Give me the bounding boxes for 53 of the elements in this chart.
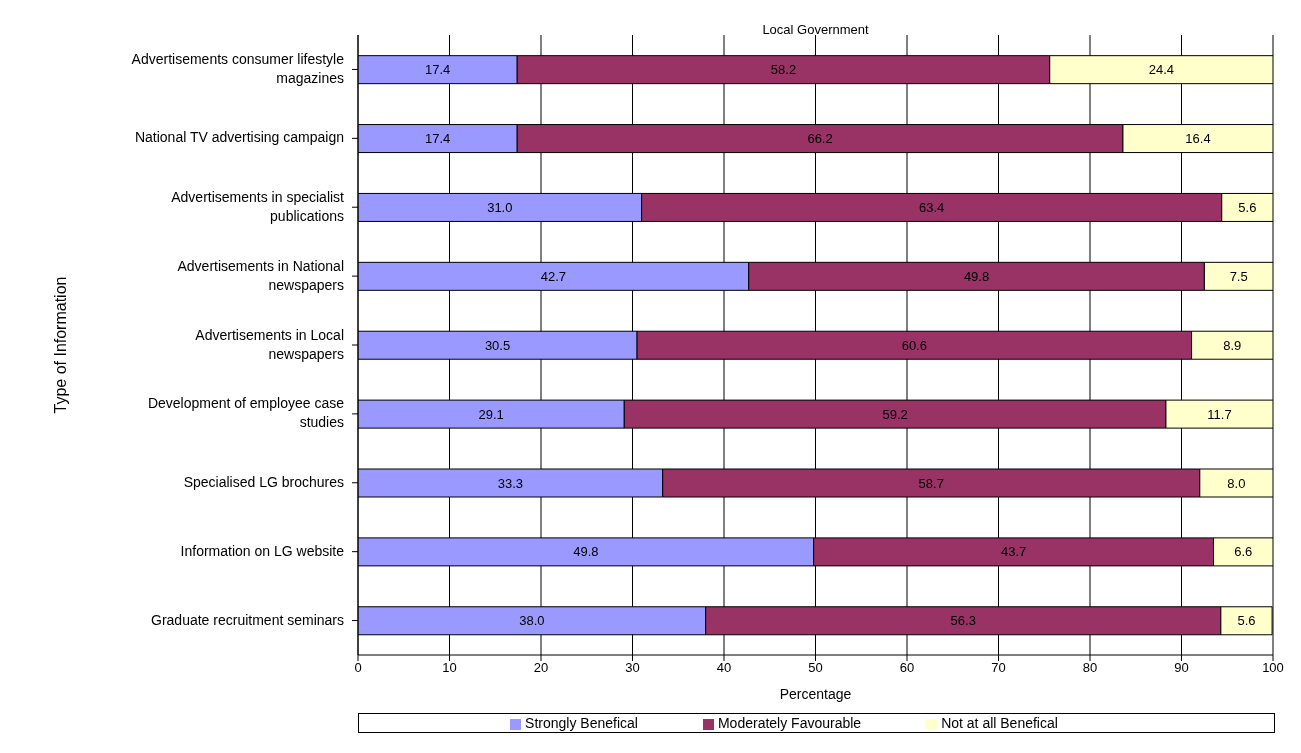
data-label: 33.3 (497, 475, 523, 491)
data-label: 58.2 (770, 62, 797, 78)
data-label: 49.8 (573, 544, 599, 560)
data-label: 29.1 (478, 406, 504, 422)
data-label: 24.4 (1148, 62, 1175, 78)
x-tick-label: 0 (354, 660, 362, 676)
data-label: 8.9 (1223, 337, 1242, 353)
data-label: 16.4 (1185, 131, 1211, 147)
data-label: 42.7 (540, 268, 567, 284)
y-tick-label: Advertisements consumer lifestyle magazines (131, 50, 345, 86)
x-tick-label: 40 (716, 660, 732, 676)
y-tick-label: Advertisements in specialist publications (171, 188, 345, 224)
x-tick-label: 80 (1082, 660, 1098, 676)
data-label: 5.6 (1238, 199, 1257, 215)
data-label: 30.5 (484, 337, 511, 353)
x-tick-label: 90 (1174, 660, 1189, 676)
data-label: 11.7 (1207, 406, 1232, 422)
data-label: 6.6 (1234, 544, 1253, 560)
x-tick-label: 70 (991, 660, 1006, 676)
legend-label: Moderately Favourable (717, 715, 862, 731)
data-label: 17.4 (424, 131, 451, 147)
x-tick-label: 20 (533, 660, 549, 676)
data-label: 59.2 (882, 406, 908, 422)
x-tick-label: 100 (1262, 660, 1284, 676)
y-tick-label: Graduate recruitment seminars (151, 611, 344, 628)
y-tick-label: Advertisements in Local newspapers (195, 326, 344, 362)
data-label: 5.6 (1237, 613, 1256, 629)
x-tick-label: 50 (808, 660, 823, 676)
data-label: 49.8 (963, 268, 990, 284)
data-label: 38.0 (519, 613, 545, 629)
x-axis-title: Percentage (779, 686, 852, 702)
legend-label: Strongly Benefical (525, 715, 638, 731)
data-label: 66.2 (807, 131, 833, 147)
data-label: 43.7 (1000, 544, 1027, 560)
y-tick-label: National TV advertising campaign (134, 129, 344, 146)
data-label: 56.3 (950, 613, 976, 629)
data-label: 58.7 (918, 475, 944, 491)
data-label: 60.6 (901, 337, 927, 353)
data-label: 8.0 (1227, 475, 1246, 491)
y-tick-label: Development of employee case studies (147, 395, 345, 431)
y-axis-title: Type of Information (51, 276, 69, 414)
x-tick-label: 60 (899, 660, 915, 676)
data-label: 17.4 (424, 62, 451, 78)
y-tick-label: Advertisements in National newspapers (177, 257, 344, 293)
x-tick-label: 30 (625, 660, 640, 676)
data-label: 7.5 (1229, 268, 1248, 284)
chart-title: Local Government (761, 22, 870, 37)
y-tick-label: Information on LG website (180, 542, 345, 559)
y-tick-label: Specialised LG brochures (183, 473, 344, 490)
legend-label: Not at all Benefical (941, 715, 1058, 731)
data-label: 63.4 (919, 199, 945, 215)
x-tick-label: 10 (442, 660, 457, 676)
data-label: 31.0 (487, 199, 513, 215)
